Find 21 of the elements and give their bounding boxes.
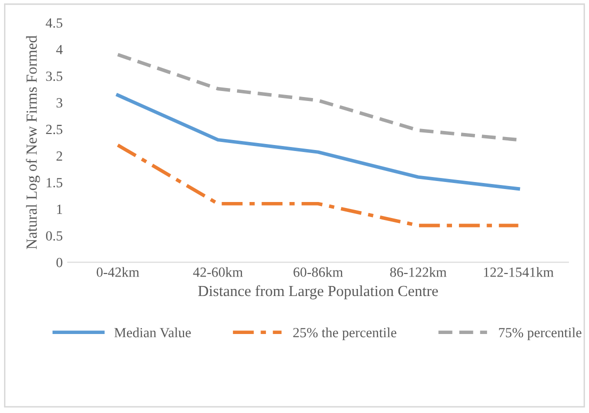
- legend-label: 75% percentile: [499, 328, 582, 340]
- y-tick-label: 2.5: [46, 124, 62, 134]
- x-tick-label: 0-42km: [96, 267, 140, 277]
- line-series: [116, 93, 520, 191]
- x-tick-label: 60-86km: [294, 267, 343, 277]
- x-tick-label: 86-122km: [390, 267, 447, 277]
- y-tick-label: 1.5: [46, 178, 62, 188]
- y-tick-label: 0: [56, 258, 62, 268]
- x-tick-label: 42-60km: [193, 267, 243, 277]
- y-tick-label: 3.5: [46, 72, 62, 81]
- legend-label: Median Value: [114, 328, 191, 338]
- y-axis-title: Natural Log of New Firms Formed: [26, 36, 40, 250]
- legend-label: 25% the percentile: [293, 328, 396, 340]
- y-tick-label: 3: [56, 98, 62, 108]
- x-tick-label: 122-1541km: [484, 267, 554, 277]
- y-tick-label: 4: [56, 45, 63, 54]
- y-tick-label: 0.5: [46, 231, 62, 241]
- y-tick-label: 1: [57, 204, 62, 214]
- y-tick-label: 4.5: [46, 18, 62, 28]
- x-axis-title: Distance from Large Population Centre: [198, 285, 438, 300]
- y-tick-label: 2: [56, 151, 62, 161]
